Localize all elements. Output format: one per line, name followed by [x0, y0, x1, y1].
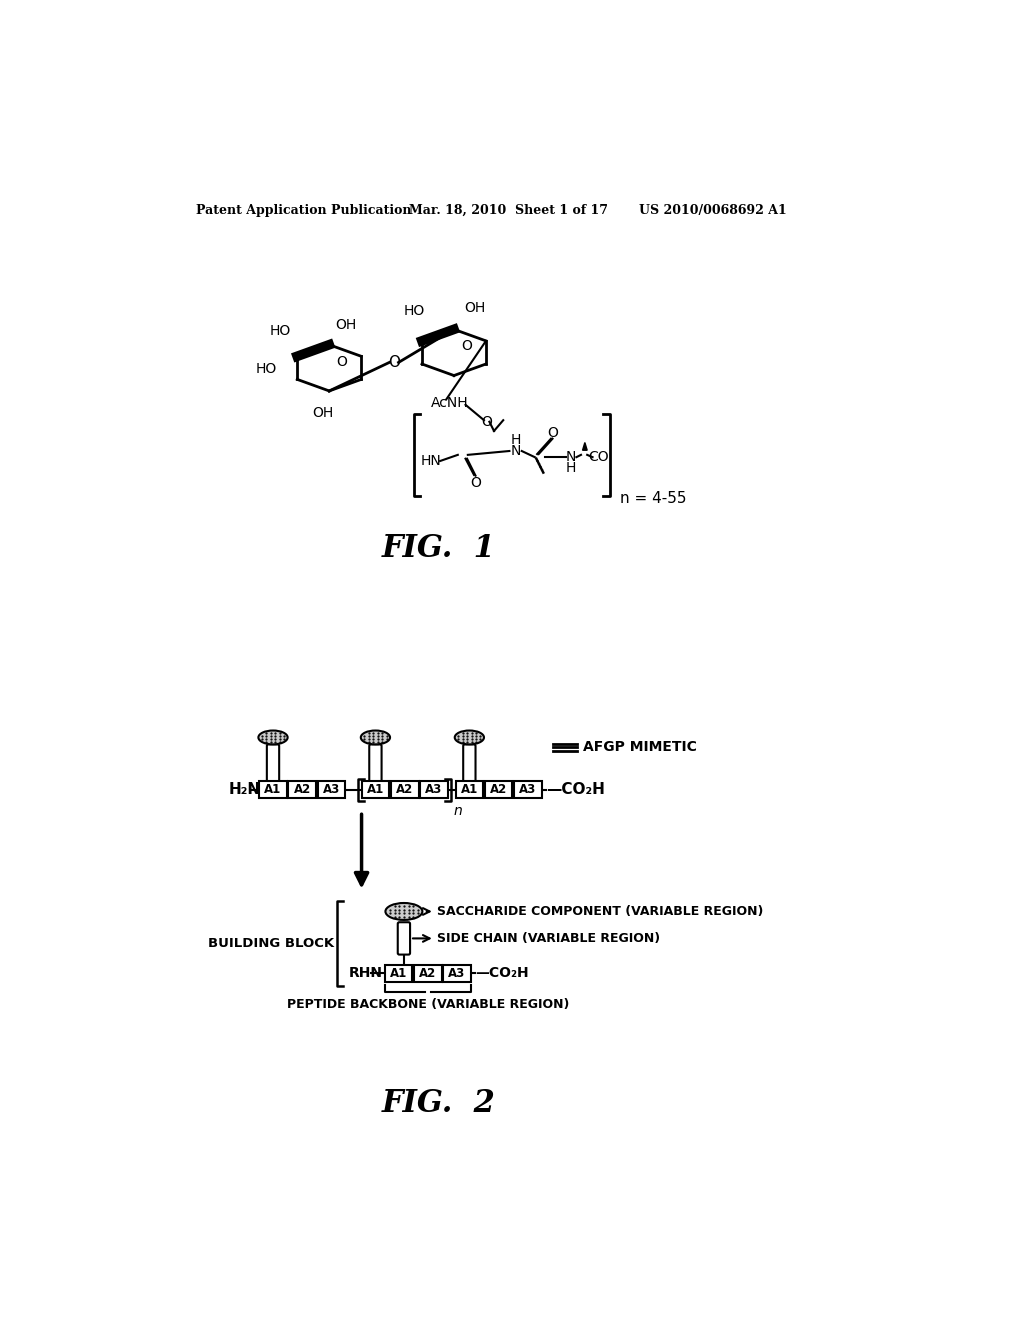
Text: H₂N—: H₂N—: [229, 783, 276, 797]
Text: SIDE CHAIN (VARIABLE REGION): SIDE CHAIN (VARIABLE REGION): [437, 932, 660, 945]
Polygon shape: [583, 442, 587, 450]
Text: CO: CO: [589, 450, 609, 465]
Text: FIG.  1: FIG. 1: [382, 532, 496, 564]
Text: HN: HN: [421, 454, 441, 469]
Text: OH: OH: [312, 407, 334, 420]
Text: n: n: [454, 804, 463, 817]
Text: BUILDING BLOCK: BUILDING BLOCK: [208, 937, 334, 950]
Text: O: O: [461, 339, 472, 354]
Text: A2: A2: [294, 783, 311, 796]
Text: A1: A1: [264, 783, 282, 796]
Ellipse shape: [385, 903, 422, 920]
Ellipse shape: [258, 730, 288, 744]
Text: A3: A3: [425, 783, 442, 796]
Text: H: H: [510, 433, 521, 447]
Text: AFGP MIMETIC: AFGP MIMETIC: [584, 741, 697, 755]
Text: FIG.  2: FIG. 2: [382, 1089, 496, 1119]
Ellipse shape: [455, 730, 484, 744]
Text: Patent Application Publication: Patent Application Publication: [196, 205, 412, 218]
Bar: [317, 781, 345, 799]
Text: OH: OH: [336, 318, 356, 331]
Text: A1: A1: [390, 966, 408, 979]
Bar: [385, 965, 413, 982]
Text: A2: A2: [419, 966, 436, 979]
Text: A2: A2: [396, 783, 414, 796]
Text: A1: A1: [367, 783, 384, 796]
Bar: [420, 781, 447, 799]
Text: O: O: [481, 414, 492, 429]
Bar: [443, 965, 471, 982]
Bar: [514, 781, 542, 799]
Text: SACCHARIDE COMPONENT (VARIABLE REGION): SACCHARIDE COMPONENT (VARIABLE REGION): [437, 906, 764, 917]
Text: A3: A3: [323, 783, 340, 796]
Bar: [391, 781, 419, 799]
FancyBboxPatch shape: [267, 744, 280, 781]
Bar: [289, 781, 316, 799]
Bar: [259, 781, 287, 799]
Text: —CO₂H: —CO₂H: [475, 966, 528, 979]
Text: O: O: [547, 425, 558, 440]
Text: A2: A2: [490, 783, 507, 796]
Text: O: O: [470, 475, 481, 490]
Text: OH: OH: [465, 301, 486, 314]
Text: HO: HO: [403, 304, 425, 318]
Text: PEPTIDE BACKBONE (VARIABLE REGION): PEPTIDE BACKBONE (VARIABLE REGION): [287, 998, 569, 1011]
Text: H: H: [566, 461, 577, 475]
Bar: [484, 781, 512, 799]
Bar: [414, 965, 441, 982]
Text: O: O: [388, 355, 400, 370]
Text: N: N: [566, 450, 577, 465]
Text: —CO₂H: —CO₂H: [547, 783, 605, 797]
Bar: [456, 781, 483, 799]
Text: HO: HO: [269, 323, 291, 338]
Text: US 2010/0068692 A1: US 2010/0068692 A1: [639, 205, 786, 218]
Bar: [361, 781, 389, 799]
Text: Mar. 18, 2010  Sheet 1 of 17: Mar. 18, 2010 Sheet 1 of 17: [410, 205, 608, 218]
Text: O: O: [336, 355, 347, 368]
Text: A1: A1: [461, 783, 478, 796]
Ellipse shape: [360, 730, 390, 744]
Text: n = 4-55: n = 4-55: [621, 491, 687, 507]
Text: A3: A3: [449, 966, 466, 979]
Text: AcNH: AcNH: [431, 396, 469, 411]
Text: A3: A3: [519, 783, 537, 796]
FancyBboxPatch shape: [370, 744, 382, 781]
FancyBboxPatch shape: [463, 744, 475, 781]
FancyBboxPatch shape: [397, 923, 410, 954]
Text: HO: HO: [256, 363, 276, 376]
Text: N: N: [510, 444, 521, 458]
Text: RHN—: RHN—: [349, 966, 397, 979]
